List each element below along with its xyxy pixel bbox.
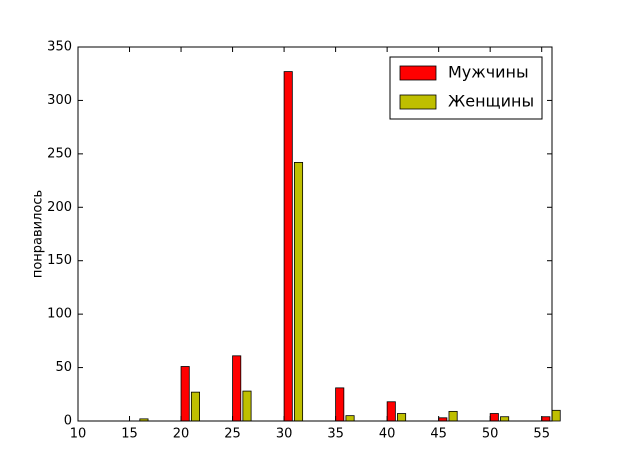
y-tick-label: 0 (64, 414, 72, 429)
y-tick-label: 150 (47, 253, 72, 268)
bar (489, 413, 499, 422)
bar (190, 391, 200, 422)
bar (448, 410, 458, 422)
bar (242, 390, 252, 422)
y-tick-label: 300 (47, 93, 72, 108)
bar (345, 415, 355, 422)
x-tick-label: 20 (173, 427, 190, 442)
bar (180, 366, 190, 422)
bar (232, 355, 242, 422)
bar (335, 387, 345, 422)
bar (293, 162, 304, 422)
y-tick-label: 50 (55, 360, 72, 375)
x-tick-label: 15 (121, 427, 138, 442)
x-tick-label: 35 (327, 427, 344, 442)
y-tick-label: 350 (47, 40, 72, 55)
bar (397, 413, 407, 422)
y-tick-label: 200 (47, 200, 72, 215)
x-tick-label: 10 (70, 427, 87, 442)
bar (500, 416, 510, 422)
plot-frame (77, 46, 553, 422)
x-tick-label: 25 (224, 427, 241, 442)
y-tick-label: 250 (47, 146, 72, 161)
x-tick-label: 50 (482, 427, 499, 442)
legend-swatch (399, 94, 437, 110)
legend-swatch (399, 65, 437, 81)
x-tick-label: 45 (430, 427, 447, 442)
bar (386, 401, 396, 422)
x-tick-label: 40 (379, 427, 396, 442)
legend-label: Мужчины (448, 63, 529, 82)
bar (541, 416, 551, 422)
bar (283, 71, 293, 422)
y-tick-label: 100 (47, 307, 72, 322)
y-axis-label: понравилось (31, 190, 46, 278)
x-tick-label: 55 (533, 427, 550, 442)
bar (551, 409, 561, 422)
x-tick-label: 30 (276, 427, 293, 442)
legend-label: Женщины (448, 92, 534, 111)
